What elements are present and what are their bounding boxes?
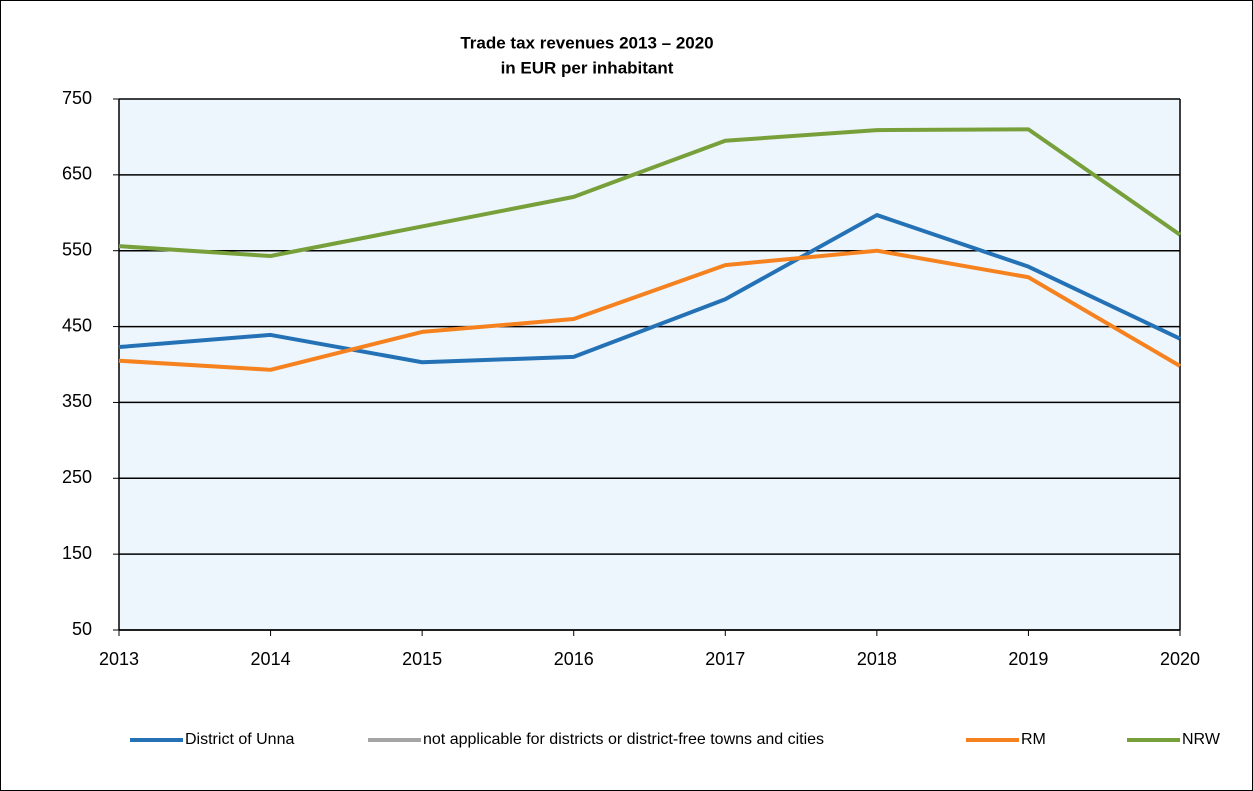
series-line xyxy=(118,248,1182,372)
legend-label: not applicable for districts or district… xyxy=(423,731,824,748)
x-tick-label: 2015 xyxy=(402,649,442,669)
y-tick-label: 350 xyxy=(62,391,92,411)
y-tick-label: 150 xyxy=(62,543,92,563)
y-tick-label: 450 xyxy=(62,315,92,335)
y-tick-label: 650 xyxy=(62,164,92,184)
x-tick-label: 2019 xyxy=(1008,649,1048,669)
x-tick-label: 2017 xyxy=(705,649,745,669)
y-tick-label: 750 xyxy=(62,88,92,108)
series-line xyxy=(118,213,1181,365)
series-line xyxy=(118,127,1182,259)
y-tick-label: 250 xyxy=(62,467,92,487)
y-tick-label: 550 xyxy=(62,239,92,259)
legend-label: RM xyxy=(1021,731,1046,748)
x-tick-label: 2016 xyxy=(554,649,594,669)
chart-title: Trade tax revenues 2013 – 2020 xyxy=(460,33,713,52)
x-tick-label: 2014 xyxy=(251,649,291,669)
x-tick-label: 2013 xyxy=(99,649,139,669)
chart-subtitle: in EUR per inhabitant xyxy=(501,58,674,77)
plot-area xyxy=(119,99,1180,630)
legend-label: District of Unna xyxy=(185,731,294,748)
legend-label: NRW xyxy=(1182,731,1221,748)
x-tick-label: 2018 xyxy=(857,649,897,669)
y-tick-label: 50 xyxy=(72,619,92,639)
x-tick-label: 2020 xyxy=(1160,649,1200,669)
